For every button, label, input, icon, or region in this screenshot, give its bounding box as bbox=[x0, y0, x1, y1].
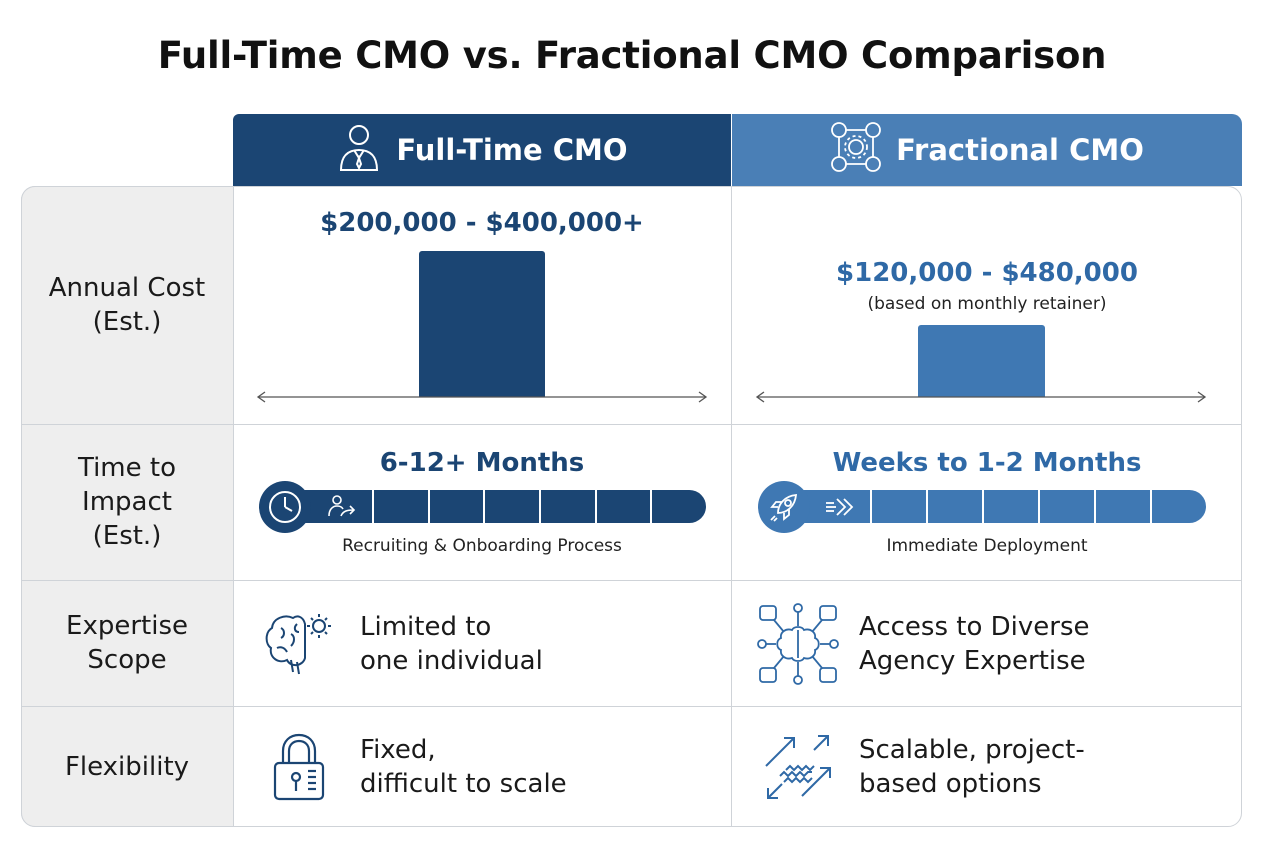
row-label-line: Annual Cost bbox=[48, 273, 206, 303]
time-value-full-time: 6-12+ Months bbox=[379, 448, 585, 478]
cost-axis-fractional bbox=[755, 391, 1207, 403]
timeline-segment bbox=[539, 490, 595, 523]
timeline-segment bbox=[1038, 490, 1094, 523]
row-divider bbox=[21, 580, 1242, 581]
timeline-segment bbox=[650, 490, 706, 523]
team-network-icon bbox=[830, 121, 882, 180]
column-header-fractional: Fractional CMO bbox=[732, 114, 1242, 186]
text-line: Access to Diverse bbox=[859, 612, 1090, 642]
time-caption-full-time: Recruiting & Onboarding Process bbox=[342, 536, 622, 556]
time-value-fractional: Weeks to 1-2 Months bbox=[832, 448, 1142, 478]
timeline-bar-full-time bbox=[286, 490, 706, 523]
cost-bar-fractional bbox=[918, 325, 1045, 397]
column-title: Fractional CMO bbox=[896, 133, 1144, 167]
text-line: Limited to bbox=[360, 612, 492, 642]
flexibility-text-fractional: Scalable, project- based options bbox=[859, 733, 1085, 801]
row-label-line: (Est.) bbox=[92, 521, 162, 551]
timeline-segment bbox=[372, 490, 428, 523]
timeline-segment bbox=[594, 490, 651, 523]
cost-bar-full-time bbox=[419, 251, 545, 397]
expertise-text-full-time: Limited to one individual bbox=[360, 610, 543, 678]
row-label-expertise-scope: Expertise Scope bbox=[21, 580, 233, 706]
text-line: Agency Expertise bbox=[859, 646, 1086, 676]
row-label-line: Impact bbox=[82, 487, 172, 517]
expertise-text-fractional: Access to Diverse Agency Expertise bbox=[859, 610, 1090, 678]
fast-forward-arrows-icon bbox=[826, 498, 854, 516]
column-divider bbox=[233, 186, 234, 827]
text-line: based options bbox=[859, 769, 1042, 799]
column-divider bbox=[731, 186, 732, 827]
page-title: Full-Time CMO vs. Fractional CMO Compari… bbox=[157, 34, 1107, 77]
cost-range-fractional: $120,000 - $480,000 bbox=[836, 258, 1138, 288]
text-line: Fixed, bbox=[360, 735, 436, 765]
cost-axis-full-time bbox=[256, 391, 708, 403]
row-label-line: (Est.) bbox=[92, 307, 162, 337]
row-divider bbox=[21, 706, 1242, 707]
brain-gear-icon bbox=[265, 614, 331, 675]
timeline-segment bbox=[427, 490, 484, 523]
timeline-segment bbox=[1150, 490, 1206, 523]
text-line: Scalable, project- bbox=[859, 735, 1085, 765]
text-line: difficult to scale bbox=[360, 769, 567, 799]
clock-icon bbox=[259, 481, 311, 533]
timeline-segment bbox=[483, 490, 539, 523]
flexibility-text-full-time: Fixed, difficult to scale bbox=[360, 733, 567, 801]
column-header-full-time: Full-Time CMO bbox=[233, 114, 731, 186]
row-divider bbox=[21, 424, 1242, 425]
cost-range-full-time: $200,000 - $400,000+ bbox=[320, 208, 644, 238]
time-caption-fractional: Immediate Deployment bbox=[886, 536, 1088, 556]
timeline-segment bbox=[1094, 490, 1150, 523]
row-label-annual-cost: Annual Cost (Est.) bbox=[21, 186, 233, 424]
row-label-column bbox=[21, 186, 233, 827]
row-label-time-to-impact: Time to Impact (Est.) bbox=[21, 424, 233, 580]
cost-note-fractional: (based on monthly retainer) bbox=[867, 294, 1107, 314]
timeline-bar-fractional bbox=[786, 490, 1206, 523]
row-label-line: Scope bbox=[87, 645, 167, 675]
scaling-arrows-icon bbox=[765, 735, 831, 799]
timeline-segment bbox=[926, 490, 982, 523]
padlock-icon bbox=[273, 733, 325, 801]
businessman-icon bbox=[336, 122, 382, 179]
row-label-flexibility: Flexibility bbox=[64, 751, 190, 782]
brain-network-icon bbox=[757, 603, 839, 685]
row-label-line: Time to bbox=[78, 453, 176, 483]
timeline-segment bbox=[870, 490, 926, 523]
row-label-line: Expertise bbox=[66, 611, 188, 641]
text-line: one individual bbox=[360, 646, 543, 676]
person-arrow-icon bbox=[328, 495, 356, 517]
timeline-segment bbox=[982, 490, 1038, 523]
column-title: Full-Time CMO bbox=[396, 133, 628, 167]
rocket-icon bbox=[758, 481, 810, 533]
